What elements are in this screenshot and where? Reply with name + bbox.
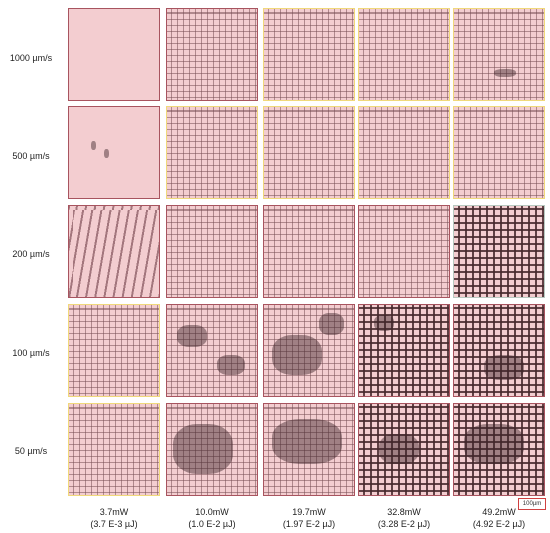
micrograph-cell <box>263 106 355 199</box>
row-label-500: 500 µm/s <box>12 151 50 161</box>
debris-mark <box>272 419 342 464</box>
micrograph-cell <box>68 205 160 298</box>
micrograph-cell <box>453 403 545 496</box>
micrograph-cell <box>453 106 545 199</box>
debris-mark <box>484 355 524 380</box>
micrograph-cell <box>263 205 355 298</box>
row-label-200: 200 µm/s <box>12 249 50 259</box>
micrograph-cell <box>166 8 258 101</box>
energy-label: (4.92 E-2 µJ) <box>472 519 526 529</box>
micrograph-cell <box>453 8 545 101</box>
micrograph-cell <box>166 205 258 298</box>
debris-mark <box>494 69 516 77</box>
micrograph-cell <box>358 106 450 199</box>
row-label-100: 100 µm/s <box>12 348 50 358</box>
debris-mark <box>217 355 245 375</box>
micrograph-cell <box>263 8 355 101</box>
micrograph-cell <box>358 403 450 496</box>
debris-mark <box>91 141 96 150</box>
column-label: 19.7mW (1.97 E-2 µJ) <box>262 506 356 530</box>
energy-label: (3.28 E-2 µJ) <box>377 519 431 529</box>
column-label: 3.7mW (3.7 E-3 µJ) <box>67 506 161 530</box>
debris-mark <box>104 149 109 158</box>
column-label: 10.0mW (1.0 E-2 µJ) <box>165 506 259 530</box>
micrograph-cell <box>358 304 450 397</box>
micrograph-cell <box>263 403 355 496</box>
column-label: 49.2mW (4.92 E-2 µJ) <box>452 506 546 530</box>
scale-bar: 100µm <box>518 498 546 510</box>
micrograph-cell <box>453 205 545 298</box>
power-label: 32.8mW <box>387 507 421 517</box>
debris-mark <box>464 424 524 464</box>
micrograph-cell <box>358 205 450 298</box>
micrograph-cell <box>263 304 355 397</box>
debris-mark <box>173 424 233 474</box>
micrograph-cell <box>358 8 450 101</box>
row-label-1000: 1000 µm/s <box>9 53 53 63</box>
micrograph-cell <box>68 8 160 101</box>
micrograph-cell <box>166 304 258 397</box>
energy-label: (1.97 E-2 µJ) <box>282 519 336 529</box>
micrograph-cell <box>68 403 160 496</box>
micrograph-cell <box>166 106 258 199</box>
power-label: 3.7mW <box>99 507 129 517</box>
power-label: 19.7mW <box>292 507 326 517</box>
debris-mark <box>379 434 419 464</box>
micrograph-cell <box>68 106 160 199</box>
micrograph-cell <box>166 403 258 496</box>
column-label: 32.8mW (3.28 E-2 µJ) <box>357 506 451 530</box>
debris-mark <box>374 315 394 331</box>
micrograph-cell <box>68 304 160 397</box>
energy-label: (1.0 E-2 µJ) <box>188 519 236 529</box>
row-label-50: 50 µm/s <box>14 446 48 456</box>
debris-mark <box>272 335 322 375</box>
micrograph-cell <box>453 304 545 397</box>
power-label: 49.2mW <box>482 507 516 517</box>
debris-mark <box>319 313 344 335</box>
power-label: 10.0mW <box>195 507 229 517</box>
debris-mark <box>177 325 207 347</box>
energy-label: (3.7 E-3 µJ) <box>90 519 138 529</box>
